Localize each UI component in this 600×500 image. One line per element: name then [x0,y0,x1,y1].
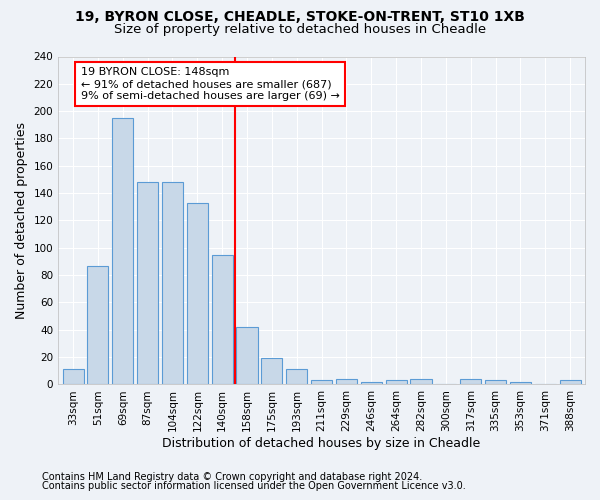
Bar [410,379,431,384]
Bar [336,379,357,384]
Bar [361,382,382,384]
Bar [311,380,332,384]
Text: 19 BYRON CLOSE: 148sqm
← 91% of detached houses are smaller (687)
9% of semi-det: 19 BYRON CLOSE: 148sqm ← 91% of detached… [80,68,340,100]
Text: Size of property relative to detached houses in Cheadle: Size of property relative to detached ho… [114,22,486,36]
Bar [162,182,183,384]
Bar [485,380,506,384]
Bar [286,370,307,384]
Text: Contains public sector information licensed under the Open Government Licence v3: Contains public sector information licen… [42,481,466,491]
Bar [386,380,407,384]
Bar [187,202,208,384]
Bar [510,382,531,384]
Bar [62,370,83,384]
Bar [262,358,283,384]
Bar [212,254,233,384]
Bar [112,118,133,384]
Y-axis label: Number of detached properties: Number of detached properties [15,122,28,319]
Bar [137,182,158,384]
Text: 19, BYRON CLOSE, CHEADLE, STOKE-ON-TRENT, ST10 1XB: 19, BYRON CLOSE, CHEADLE, STOKE-ON-TRENT… [75,10,525,24]
Bar [88,266,109,384]
Text: Contains HM Land Registry data © Crown copyright and database right 2024.: Contains HM Land Registry data © Crown c… [42,472,422,482]
Bar [236,327,257,384]
Bar [560,380,581,384]
X-axis label: Distribution of detached houses by size in Cheadle: Distribution of detached houses by size … [163,437,481,450]
Bar [460,379,481,384]
